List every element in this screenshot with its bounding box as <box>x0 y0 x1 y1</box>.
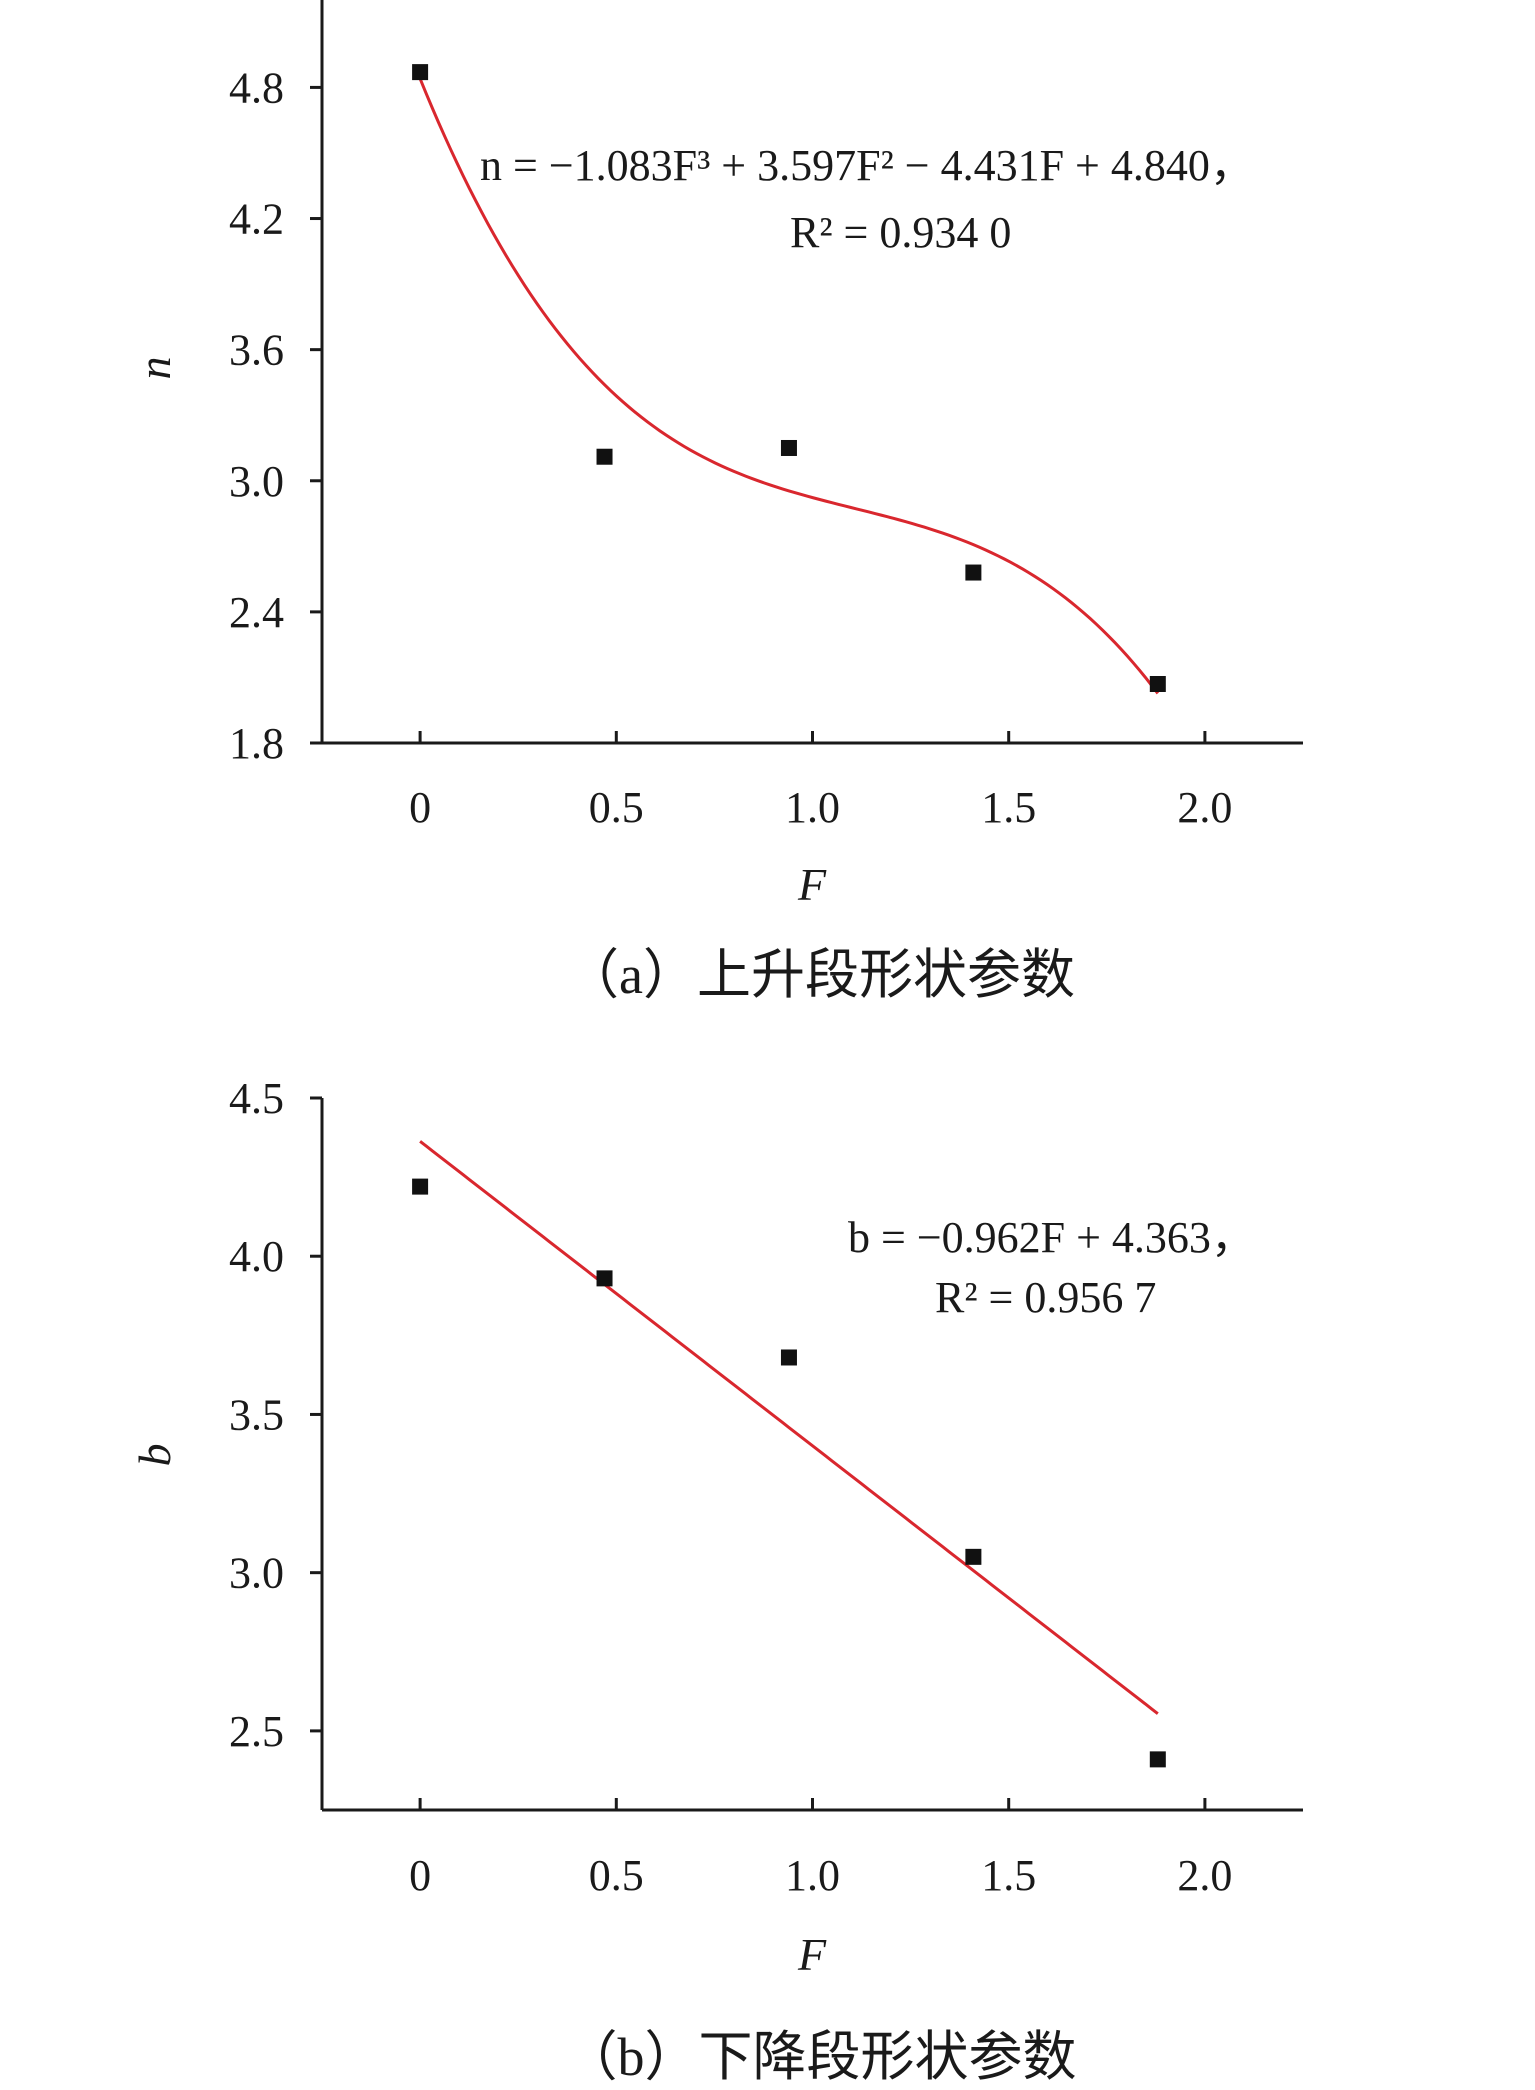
chart-a-point-2 <box>780 439 797 456</box>
chart-b-x-tick-label-0: 0 <box>409 1851 431 1900</box>
chart-b-x-ticks: 0 0.5 1.0 1.5 2.0 <box>409 1798 1232 1900</box>
chart-b-y-ticks: 2.5 3.0 3.5 4.0 4.5 <box>229 1074 322 1756</box>
chart-b-point-3 <box>965 1548 982 1565</box>
chart-b-y-tick-label-1: 3.0 <box>229 1549 284 1598</box>
chart-b-point-0 <box>412 1178 429 1195</box>
chart-a-y-tick-label-4: 4.2 <box>229 195 284 244</box>
chart-a-point-1 <box>596 448 613 465</box>
chart-a-y-tick-label-0: 1.8 <box>229 719 284 768</box>
chart-b-x-title: F <box>797 1929 827 1980</box>
chart-b-points <box>412 1178 1166 1768</box>
chart-a-y-title: n <box>129 357 180 380</box>
chart-a-x-tick-label-4: 2.0 <box>1177 783 1232 832</box>
chart-a-x-tick-label-2: 1.0 <box>785 783 840 832</box>
chart-a-y-ticks: 1.8 2.4 3.0 3.6 4.2 4.8 <box>229 63 322 768</box>
chart-b-y-tick-label-2: 3.5 <box>229 1390 284 1439</box>
chart-b-x-tick-label-1: 0.5 <box>589 1851 644 1900</box>
chart-a-x-tick-label-1: 0.5 <box>589 783 644 832</box>
chart-b-point-2 <box>780 1349 797 1366</box>
chart-a-x-title: F <box>797 859 827 910</box>
chart-b-caption: （b）下降段形状参数 <box>564 2027 1077 2087</box>
chart-b-x-tick-label-4: 2.0 <box>1177 1851 1232 1900</box>
chart-a-point-3 <box>965 564 982 581</box>
chart-a-points <box>412 64 1166 692</box>
chart-a: 0 0.5 1.0 1.5 2.0 1.8 2.4 3.0 3.6 4.2 4.8 n F n =… <box>129 0 1303 1005</box>
chart-b-fit-line <box>419 1140 1159 1715</box>
chart-a-equation-line1: n = −1.083F³ + 3.597F² − 4.431F + 4.840， <box>480 141 1254 190</box>
chart-a-equation-line2: R² = 0.934 0 <box>790 208 1011 257</box>
chart-b-y-tick-label-0: 2.5 <box>229 1707 284 1756</box>
chart-a-point-4 <box>1149 675 1166 692</box>
chart-b-x-tick-label-2: 1.0 <box>785 1851 840 1900</box>
chart-a-point-0 <box>412 64 429 81</box>
chart-b-y-tick-label-3: 4.0 <box>229 1232 284 1281</box>
chart-a-fit-curve <box>418 78 1160 695</box>
chart-a-y-tick-label-1: 2.4 <box>229 588 284 637</box>
chart-a-y-tick-label-5: 4.8 <box>229 63 284 112</box>
chart-a-x-tick-label-3: 1.5 <box>981 783 1036 832</box>
chart-b-x-tick-label-3: 1.5 <box>981 1851 1036 1900</box>
chart-b-point-4 <box>1149 1751 1166 1768</box>
chart-b: 0 0.5 1.0 1.5 2.0 2.5 3.0 3.5 4.0 4.5 b F b = −0… <box>129 1074 1303 2087</box>
chart-b-equation-line2: R² = 0.956 7 <box>935 1273 1156 1322</box>
chart-b-y-title: b <box>129 1444 180 1467</box>
chart-a-x-ticks: 0 0.5 1.0 1.5 2.0 <box>409 731 1232 832</box>
chart-b-y-tick-label-4: 4.5 <box>229 1074 284 1123</box>
chart-a-x-tick-label-0: 0 <box>409 783 431 832</box>
chart-a-y-tick-label-3: 3.6 <box>229 326 284 375</box>
chart-b-point-1 <box>596 1270 613 1287</box>
chart-a-y-tick-label-2: 3.0 <box>229 457 284 506</box>
chart-b-equation-line1: b = −0.962F + 4.363， <box>848 1213 1255 1262</box>
chart-a-caption: （a）上升段形状参数 <box>565 945 1075 1005</box>
